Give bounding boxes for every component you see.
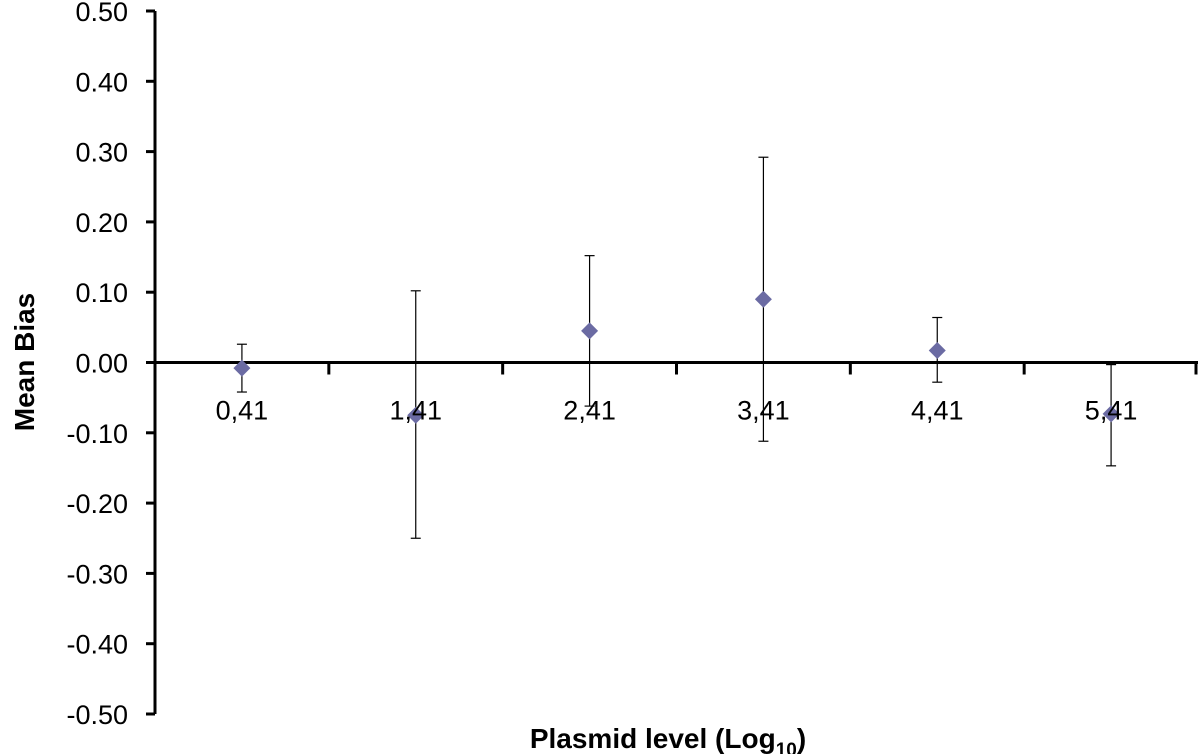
y-tick-label: -0.30: [66, 559, 128, 589]
x-axis-title: Plasmid level (Log10): [530, 723, 806, 754]
data-points: [233, 290, 1120, 424]
x-axis-title-main: Plasmid level (Log: [530, 723, 776, 754]
y-tick-label: -0.10: [66, 419, 128, 449]
y-tick-label: 0.20: [75, 208, 128, 238]
y-tick-label: 0.40: [75, 67, 128, 97]
x-category-label: 4,41: [911, 396, 964, 426]
data-point-diamond: [233, 359, 251, 377]
y-tick-label: -0.20: [66, 489, 128, 519]
x-category-label: 0,41: [216, 396, 269, 426]
y-axis-ticks: 0.50 0.40 0.30 0.20 0.10 0.00 -0.10 -0.20 -0.30 -…: [66, 0, 155, 730]
y-tick-label: 0.00: [75, 349, 128, 379]
y-tick-label: 0.50: [75, 0, 128, 27]
data-point-diamond: [1102, 405, 1120, 423]
x-axis-ticks: [327, 362, 1198, 375]
x-axis-title-suffix: ): [797, 723, 806, 754]
x-category-label: 5,41: [1085, 396, 1138, 426]
y-tick-label: 0.10: [75, 278, 128, 308]
data-point-diamond: [928, 342, 946, 360]
data-point-diamond: [581, 322, 599, 340]
y-tick-label: -0.40: [66, 630, 128, 660]
x-axis-title-subscript: 10: [776, 740, 797, 754]
x-category-label: 2,41: [563, 396, 616, 426]
data-point-diamond: [407, 406, 425, 424]
x-category-label: 1,41: [389, 396, 442, 426]
y-axis-title: Mean Bias: [9, 293, 40, 432]
y-tick-label: -0.50: [66, 700, 128, 730]
error-bars: [236, 156, 1117, 539]
category-labels: 0,41 1,41 2,41 3,41 4,41 5,41: [216, 396, 1138, 426]
data-point-diamond: [754, 290, 772, 308]
y-tick-label: 0.30: [75, 138, 128, 168]
x-category-label: 3,41: [737, 396, 790, 426]
